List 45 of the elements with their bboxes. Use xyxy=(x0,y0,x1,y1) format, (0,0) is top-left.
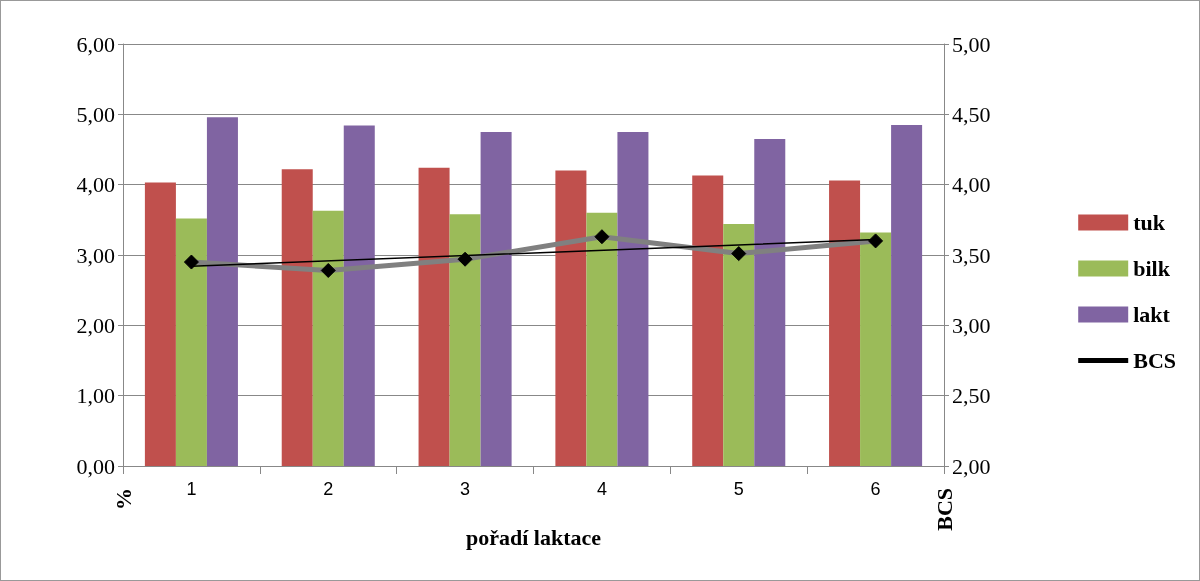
x-tick-label: 2 xyxy=(323,479,334,499)
y2-tick-label: 4,50 xyxy=(952,101,991,127)
y2-tick-label: 2,00 xyxy=(952,453,991,479)
bar xyxy=(281,169,313,466)
y-tick-label: 1,00 xyxy=(76,383,115,409)
bar xyxy=(144,182,176,466)
bar xyxy=(617,131,649,466)
x-tick-label: 3 xyxy=(460,479,471,499)
y2-axis-title: BCS xyxy=(931,488,957,531)
bar xyxy=(206,117,238,466)
y2-tick-label: 3,00 xyxy=(952,312,991,338)
bar xyxy=(343,125,375,466)
bar xyxy=(312,210,344,466)
y-tick-label: 2,00 xyxy=(76,312,115,338)
legend-label: tuk xyxy=(1133,210,1166,235)
bar xyxy=(175,218,207,466)
bar xyxy=(692,175,724,466)
y-tick-label: 0,00 xyxy=(76,453,115,479)
x-tick-label: 6 xyxy=(870,479,881,499)
y-tick-label: 4,00 xyxy=(76,172,115,198)
bar xyxy=(418,167,450,466)
x-tick-label: 4 xyxy=(596,479,607,499)
x-tick-label: 1 xyxy=(186,479,197,499)
y-axis-title: % xyxy=(110,488,136,510)
y-tick-label: 5,00 xyxy=(76,101,115,127)
bar xyxy=(829,180,861,466)
x-axis-title: pořadí laktace xyxy=(465,524,602,550)
y2-tick-label: 2,50 xyxy=(952,383,991,409)
bar xyxy=(480,131,512,466)
bar xyxy=(586,212,618,466)
bar xyxy=(891,124,923,466)
y-tick-label: 6,00 xyxy=(76,31,115,57)
y2-tick-label: 3,50 xyxy=(952,242,991,268)
legend-label: bilk xyxy=(1133,256,1171,281)
bar xyxy=(555,170,587,466)
bar xyxy=(754,138,786,466)
legend-label: BCS xyxy=(1133,348,1176,373)
legend-label: lakt xyxy=(1133,302,1171,327)
x-tick-label: 5 xyxy=(733,479,744,499)
bar xyxy=(723,224,755,466)
bar xyxy=(860,232,892,466)
y2-tick-label: 5,00 xyxy=(952,31,991,57)
bar xyxy=(449,214,481,466)
y2-tick-label: 4,00 xyxy=(952,172,991,198)
y-tick-label: 3,00 xyxy=(76,242,115,268)
